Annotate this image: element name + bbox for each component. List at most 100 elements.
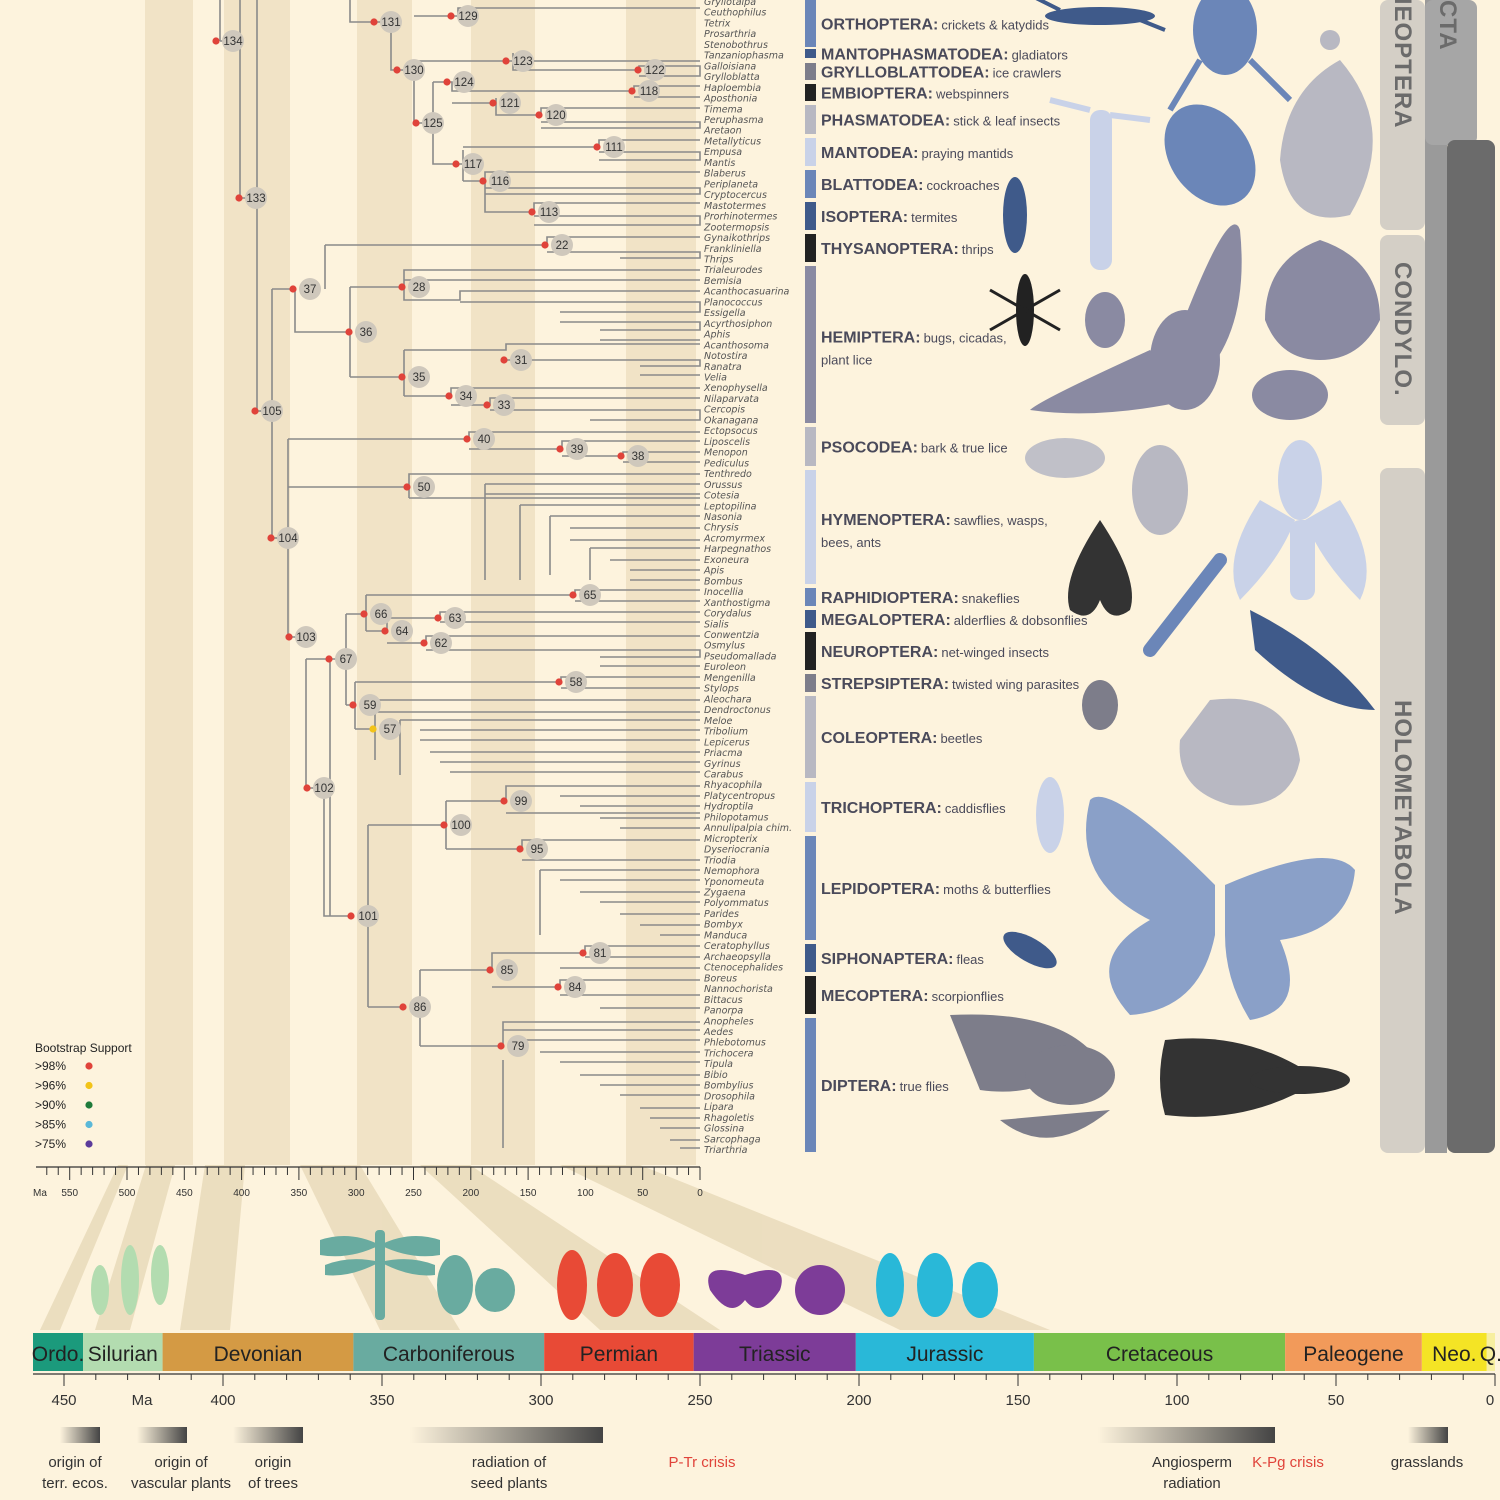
order-bar [805, 170, 816, 198]
period-label: Carboniferous [383, 1343, 515, 1366]
axis-label: 300 [528, 1392, 553, 1409]
axis-unit: Ma [132, 1392, 153, 1409]
taxon-label: Nannochorista [704, 984, 773, 995]
support-dot [500, 797, 508, 805]
taxon-label: Corydalus [704, 609, 751, 620]
tree-node: 111 [593, 136, 625, 158]
support-dot [617, 452, 625, 460]
taxon-label: Sarcophaga [704, 1134, 761, 1145]
support-dot [440, 821, 448, 829]
order-bar [805, 1018, 816, 1152]
node-badge [355, 321, 377, 343]
support-dot [555, 678, 563, 686]
support-dot [479, 177, 487, 185]
taxon-label: Grylloblatta [704, 72, 760, 83]
taxon-label: Manduca [704, 930, 747, 941]
order-name: THYSANOPTERA: [821, 241, 959, 258]
axis-label: 400 [233, 1188, 250, 1199]
caddisfly-icon [1036, 777, 1064, 853]
support-dot [235, 194, 243, 202]
aphid-icon [1085, 292, 1125, 348]
node-number: 111 [605, 142, 622, 154]
period-label: Paleogene [1303, 1343, 1403, 1366]
taxon-label: Osmylus [704, 641, 745, 652]
support-dot [528, 208, 536, 216]
order-description: bark & true lice [921, 441, 1008, 456]
period-cell [1421, 1333, 1487, 1371]
axis-label: 150 [520, 1188, 537, 1199]
taxon-label: Blaberus [704, 169, 746, 180]
taxon-label: Prorhinotermes [704, 212, 777, 223]
order-description: praying mantids [921, 146, 1013, 161]
taxon-label: Parides [704, 909, 739, 920]
tree-node: 116 [479, 170, 511, 192]
order-bar [805, 632, 816, 670]
legend-title: Bootstrap Support [35, 1041, 132, 1055]
node-badge [603, 136, 625, 158]
node-number: 79 [512, 1041, 525, 1053]
node-badge [335, 648, 357, 670]
taxon-label: Platycentropus [704, 791, 775, 802]
node-badge [510, 790, 532, 812]
node-number: 133 [246, 193, 265, 205]
node-badge [391, 620, 413, 642]
axis-label: 250 [405, 1188, 422, 1199]
node-badge [638, 80, 660, 102]
period-label: Devonian [214, 1343, 303, 1366]
mantis-icon [1049, 97, 1151, 270]
taxon-label: Frankliniella [704, 244, 762, 255]
event-label-2: seed plants [471, 1475, 548, 1492]
support-dot [447, 12, 455, 20]
taxon-label: Mantis [704, 158, 735, 169]
node-badge [413, 476, 435, 498]
order-name: HYMENOPTERA: [821, 512, 951, 529]
tree-node: 81 [579, 942, 611, 964]
tree-node: 35 [398, 366, 430, 388]
support-dot [267, 534, 275, 542]
cicada-icon [1030, 224, 1242, 414]
taxon-label: Tipula [704, 1059, 733, 1070]
axis-label: 0 [697, 1188, 703, 1199]
order-bar [805, 976, 816, 1014]
order-label: NEUROPTERA: net-winged insects [821, 644, 1050, 661]
taxon-label: Aedes [703, 1027, 733, 1038]
tree-node: 122 [634, 59, 666, 81]
order-label: DIPTERA: true flies [821, 1078, 949, 1095]
tree-node: 58 [555, 671, 587, 693]
order-bar [805, 427, 816, 466]
node-number: 64 [396, 626, 409, 638]
tree-node: 121 [489, 92, 521, 114]
order-description: sawflies, wasps, [954, 513, 1048, 528]
node-badge [450, 814, 472, 836]
legend-label: >75% [35, 1137, 66, 1151]
node-badge [408, 366, 430, 388]
node-badge [295, 626, 317, 648]
node-badge [627, 445, 649, 467]
support-dot [360, 610, 368, 618]
taxon-label: Tetrix [704, 19, 731, 30]
order-description-2: bees, ants [821, 535, 881, 550]
legend-label: >90% [35, 1098, 66, 1112]
order-label: MEGALOPTERA: alderflies & dobsonflies [821, 612, 1088, 629]
order-name: MECOPTERA: [821, 988, 929, 1005]
node-number: 123 [513, 56, 532, 68]
support-dot [502, 57, 510, 65]
tree-node: 64 [381, 620, 413, 642]
event-label: origin of [48, 1454, 102, 1471]
node-badge [538, 201, 560, 223]
support-dot [634, 66, 642, 74]
event-label: Angiosperm [1152, 1454, 1232, 1471]
node-badge [453, 71, 475, 93]
node-badge [277, 527, 299, 549]
event-label: K-Pg crisis [1252, 1454, 1324, 1471]
tree-node: 34 [445, 385, 477, 407]
cricket-icon [1167, 0, 1293, 112]
node-number: 86 [414, 1002, 427, 1014]
order-name: LEPIDOPTERA: [821, 881, 940, 898]
node-number: 31 [515, 355, 528, 367]
support-dot [303, 784, 311, 792]
taxon-label: Mastotermes [704, 201, 766, 212]
taxon-label: Aphis [703, 330, 730, 341]
period-cell [1285, 1333, 1422, 1371]
node-number: 67 [340, 654, 353, 666]
